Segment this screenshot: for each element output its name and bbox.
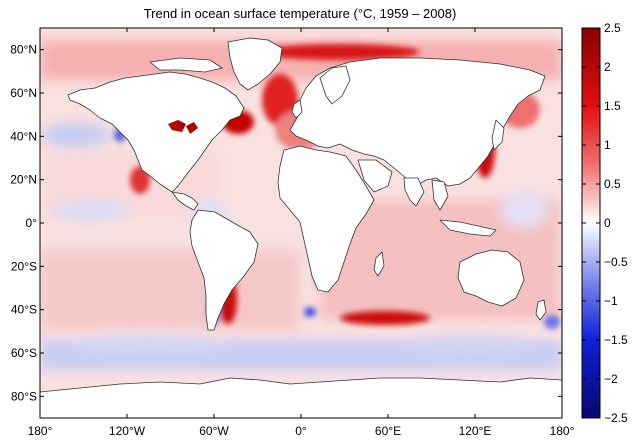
y-tick-label: 60°S <box>11 346 37 360</box>
y-tick-label: 80°S <box>11 389 37 403</box>
y-tick-label: 20°S <box>11 259 37 273</box>
south-america <box>189 209 259 331</box>
colorbar-tick-label: −2 <box>604 372 618 386</box>
colorbar-tick-label: 1.5 <box>604 99 621 113</box>
colorbar-tick-label: 2.5 <box>604 21 621 35</box>
y-tick-label: 80°N <box>10 43 37 57</box>
new-zealand <box>535 299 547 321</box>
y-tick-label: 20°N <box>10 173 37 187</box>
arctic-islands <box>149 57 223 73</box>
japan <box>491 119 505 151</box>
x-tick-label: 120°W <box>109 424 146 438</box>
great-lakes <box>168 120 198 134</box>
map-title: Trend in ocean surface temperature (°C, … <box>143 6 457 21</box>
x-tick-label: 60°E <box>375 424 401 438</box>
colorbar-tick-label: −1.5 <box>604 333 628 347</box>
north-america <box>67 71 245 193</box>
colorbar-tick-label: 2 <box>604 60 611 74</box>
colorbar-tick-label: −0.5 <box>604 255 628 269</box>
y-tick-label: 0° <box>26 216 38 230</box>
africa <box>277 145 375 293</box>
antarctica <box>40 377 562 418</box>
australia <box>457 249 525 307</box>
colorbar-tick-label: −2.5 <box>604 411 628 425</box>
southeast-asia <box>431 179 449 211</box>
colorbar-tick-label: 0 <box>604 216 611 230</box>
europe-asia <box>289 57 546 187</box>
continents <box>40 37 562 418</box>
x-tick-label: 60°W <box>199 424 229 438</box>
madagascar <box>373 251 385 277</box>
y-tick-label: 40°S <box>11 303 37 317</box>
x-tick-label: 180° <box>28 424 53 438</box>
arabia <box>357 159 393 193</box>
y-tick-label: 60°N <box>10 86 37 100</box>
colorbar-tick-label: 0.5 <box>604 177 621 191</box>
scandinavia <box>319 65 351 105</box>
colorbar-axis: 2.5 2 1.5 1 0.5 0 −0.5 −1 −1.5 −2 −2.5 <box>582 21 628 425</box>
x-tick-label: 0° <box>295 424 307 438</box>
x-tick-label: 180° <box>550 424 575 438</box>
longitude-axis: 180° 120°W 60°W 0° 60°E 120°E 180° <box>28 28 575 438</box>
indonesia <box>439 219 497 237</box>
uk <box>291 99 303 119</box>
central-america <box>171 191 199 211</box>
y-tick-label: 40°N <box>10 129 37 143</box>
india <box>403 177 425 207</box>
greenland <box>227 37 283 91</box>
colorbar-tick-label: 1 <box>604 138 611 152</box>
colorbar-tick-label: −1 <box>604 294 618 308</box>
x-tick-label: 120°E <box>459 424 492 438</box>
latitude-axis: 80°N 60°N 40°N 20°N 0° 20°S 40°S 60°S 80°S <box>10 43 562 403</box>
